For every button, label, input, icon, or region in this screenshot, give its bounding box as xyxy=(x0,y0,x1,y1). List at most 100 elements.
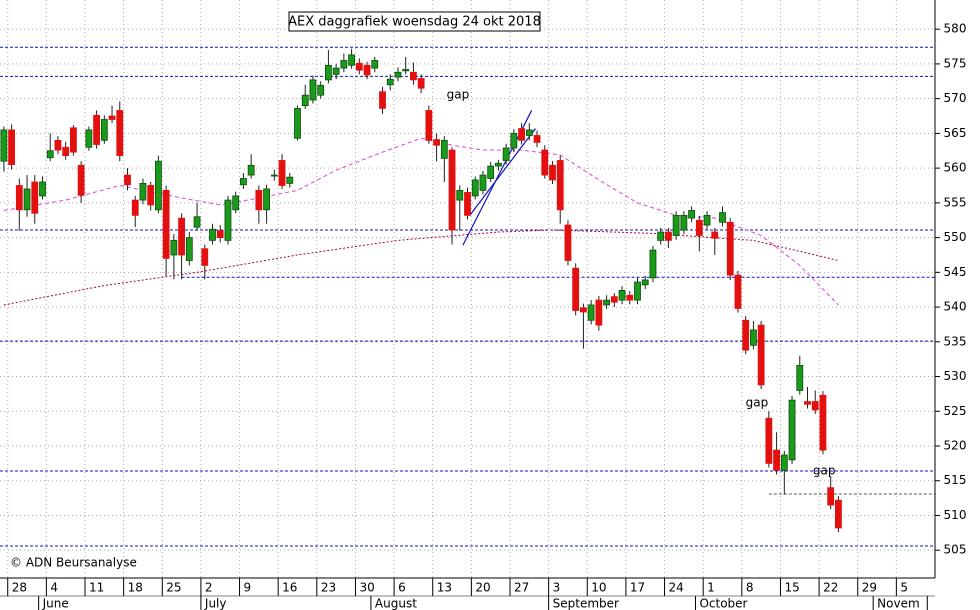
candle-body xyxy=(595,299,603,326)
x-tick-label: 11 xyxy=(89,581,104,595)
x-tick-label: 25 xyxy=(166,581,181,595)
candle-body xyxy=(147,185,155,206)
candle-body xyxy=(525,129,533,136)
candle-body xyxy=(15,185,23,211)
x-tick-label: 9 xyxy=(244,581,252,595)
candle-body xyxy=(31,181,39,214)
candle-body xyxy=(695,219,703,236)
x-tick-label: 22 xyxy=(823,581,838,595)
candle-body xyxy=(433,139,440,146)
candle-body xyxy=(70,127,77,153)
copyright: © ADN Beursanalyse xyxy=(10,556,137,570)
candle-body xyxy=(201,248,209,266)
x-tick-label: 15 xyxy=(784,581,799,595)
y-tick-label: 505 xyxy=(944,543,967,557)
candle-body xyxy=(332,67,340,75)
candle-body xyxy=(672,214,680,236)
candle-body xyxy=(216,230,224,238)
x-tick-label: 18 xyxy=(128,581,143,595)
candle-body xyxy=(340,60,348,69)
trend-line xyxy=(469,128,536,216)
annotation: gap xyxy=(746,395,769,409)
y-tick-label: 515 xyxy=(944,473,967,487)
candle-body xyxy=(610,296,618,303)
x-tick-label: 2 xyxy=(205,581,213,595)
y-tick-label: 535 xyxy=(944,334,967,348)
candle-body xyxy=(139,183,147,201)
candle-body xyxy=(124,174,131,186)
candle-body xyxy=(495,162,502,167)
candle-body xyxy=(587,304,595,321)
y-tick-label: 550 xyxy=(944,230,967,244)
candle-body xyxy=(811,401,819,411)
candle-body xyxy=(185,237,193,261)
month-label: September xyxy=(553,597,619,610)
candle-body xyxy=(77,164,85,196)
candle-body xyxy=(278,160,286,186)
candle-body xyxy=(301,94,309,106)
candle-body xyxy=(247,164,255,176)
candle-body xyxy=(108,115,116,120)
candle-body xyxy=(649,249,657,279)
y-tick-label: 510 xyxy=(944,508,967,522)
candle-body xyxy=(734,274,742,309)
candle-body xyxy=(827,487,835,506)
candle-body xyxy=(703,214,711,226)
candle-body xyxy=(348,54,355,66)
candle-body xyxy=(178,217,185,256)
x-tick-label: 8 xyxy=(746,581,754,595)
candle-body xyxy=(533,135,541,143)
candle-body xyxy=(39,181,46,197)
x-tick-label: 4 xyxy=(50,581,58,595)
candle-body xyxy=(634,281,641,301)
candle-body xyxy=(309,79,317,101)
x-tick-label: 16 xyxy=(282,581,297,595)
candle-body xyxy=(456,189,464,201)
x-tick-label: 6 xyxy=(398,581,406,595)
candle-body xyxy=(100,119,108,141)
candle-body xyxy=(62,146,70,157)
candle-body xyxy=(209,228,216,241)
y-tick-label: 540 xyxy=(944,300,967,314)
candle-body xyxy=(742,319,750,351)
candle-body xyxy=(440,139,448,159)
y-tick-label: 545 xyxy=(944,265,967,279)
candle-body xyxy=(371,60,379,69)
candle-body xyxy=(564,224,572,261)
candle-body xyxy=(479,174,487,191)
candle-body xyxy=(765,417,773,464)
candle-body xyxy=(603,299,610,306)
candle-body xyxy=(394,71,402,78)
candle-body xyxy=(626,294,634,301)
candle-body xyxy=(835,499,842,529)
candle-body xyxy=(804,401,811,405)
x-tick-label: 28 xyxy=(12,581,27,595)
candle-body xyxy=(680,214,688,231)
candle-body xyxy=(471,179,479,197)
x-tick-label: 20 xyxy=(475,581,490,595)
y-tick-label: 570 xyxy=(944,91,967,105)
candle-body xyxy=(757,324,765,386)
y-tick-label: 560 xyxy=(944,161,967,175)
candle-body xyxy=(719,212,726,223)
candle-body xyxy=(410,71,417,81)
y-tick-label: 555 xyxy=(944,195,967,209)
candle-body xyxy=(796,365,804,391)
candle-body xyxy=(85,129,93,148)
candle-body xyxy=(294,107,301,139)
candle-body xyxy=(750,329,757,346)
x-tick-label: 1 xyxy=(707,581,715,595)
month-label: July xyxy=(204,597,227,610)
y-tick-label: 530 xyxy=(944,369,967,383)
candle-body xyxy=(8,129,15,166)
candle-body xyxy=(448,149,456,231)
candle-body xyxy=(726,221,734,276)
month-label: Novem xyxy=(877,597,920,610)
candle-body xyxy=(819,394,827,451)
candle-body xyxy=(788,399,796,461)
candle-body xyxy=(549,164,556,181)
candle-body xyxy=(541,149,549,176)
moving-average xyxy=(3,137,839,306)
candle-body xyxy=(657,231,665,241)
